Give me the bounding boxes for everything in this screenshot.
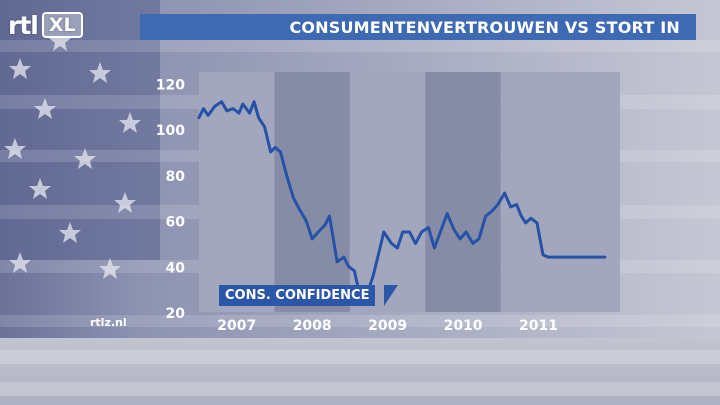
y-tick-label: 80 <box>166 169 186 185</box>
year-band <box>349 72 426 312</box>
stripe <box>0 382 720 396</box>
y-tick-label: 40 <box>166 260 186 276</box>
title-bar: CONSUMENTENVERTROUWEN VS STORT IN <box>140 14 696 40</box>
source-label: rtlz.nl <box>90 316 127 329</box>
flag-stars <box>4 30 141 279</box>
bottom-strip <box>0 338 720 405</box>
x-tick-label: 2009 <box>368 318 407 334</box>
year-band <box>274 72 350 312</box>
series-label-box: CONS. CONFIDENCE <box>219 285 376 306</box>
logo-xl-badge: XL <box>41 12 83 38</box>
series-label-arrow <box>384 285 398 306</box>
y-tick-label: 60 <box>166 215 186 231</box>
stripe <box>0 350 720 364</box>
x-tick-label: 2007 <box>217 318 256 334</box>
year-band <box>500 72 620 312</box>
logo-rtl-text: rtl <box>8 10 39 40</box>
y-tick-label: 120 <box>156 77 185 93</box>
series-line <box>197 100 607 300</box>
channel-logo: rtl XL <box>8 10 83 40</box>
y-tick-label: 100 <box>156 123 185 139</box>
x-tick-label: 2010 <box>444 318 483 334</box>
year-band <box>425 72 501 312</box>
x-tick-label: 2008 <box>293 318 332 334</box>
y-tick-label: 20 <box>166 306 186 322</box>
chart-title: CONSUMENTENVERTROUWEN VS STORT IN <box>289 17 680 37</box>
year-band <box>199 72 275 312</box>
x-tick-label: 2011 <box>519 318 558 334</box>
